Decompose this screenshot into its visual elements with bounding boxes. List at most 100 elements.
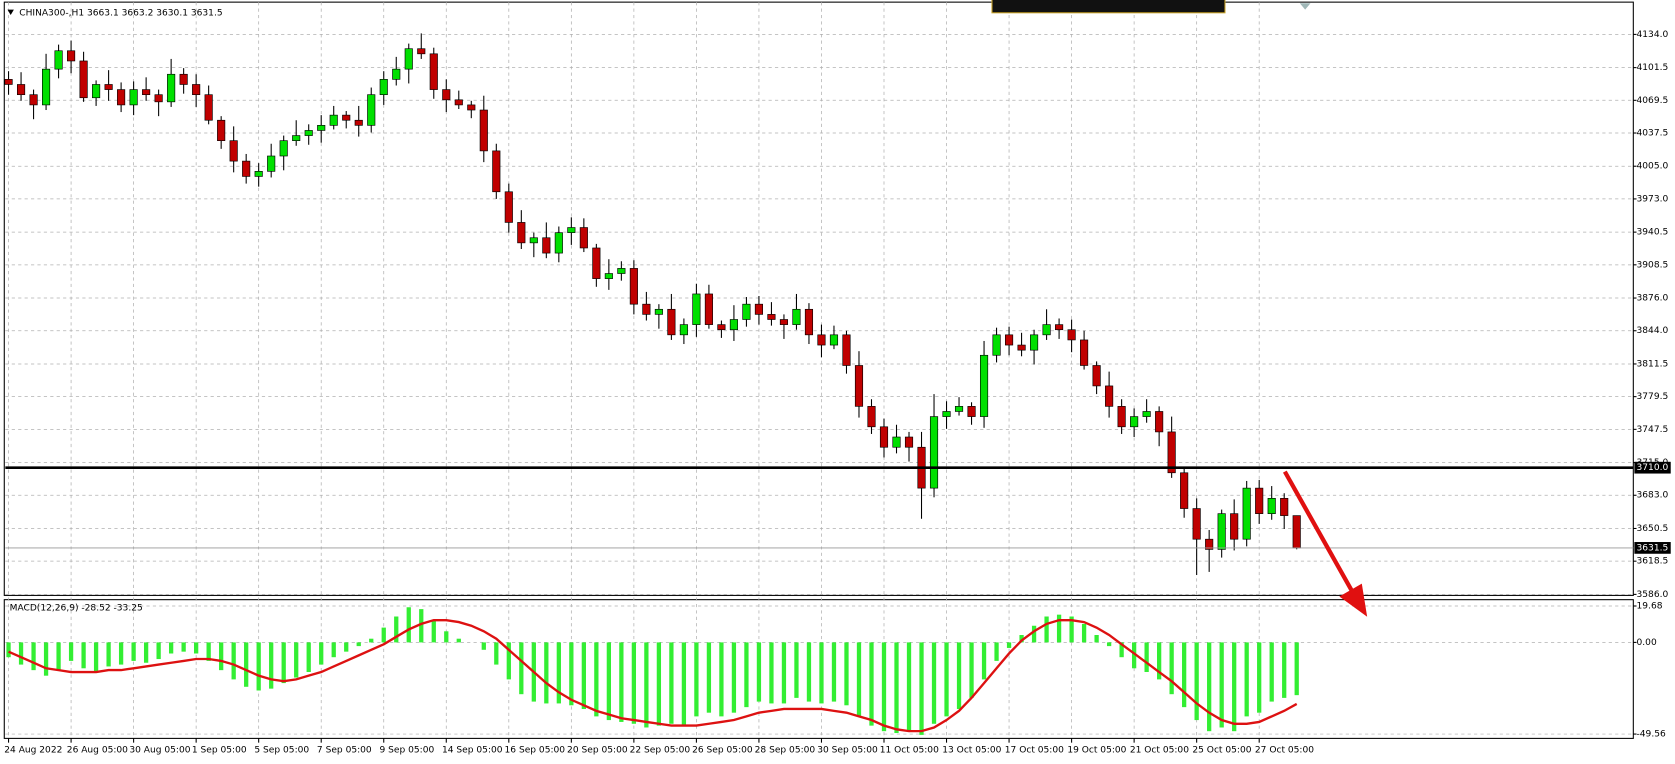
y-tick-label: 4101.5 xyxy=(1637,63,1669,73)
macd-bar xyxy=(1006,642,1012,648)
macd-bar xyxy=(206,642,211,661)
y-tick-label: 3586.0 xyxy=(1637,590,1669,600)
candle-body xyxy=(1130,416,1139,428)
macd-bar xyxy=(168,642,174,654)
y-tick-label: 4134.0 xyxy=(1637,30,1669,40)
macd-bar xyxy=(269,642,274,689)
candle-body xyxy=(792,308,801,325)
price-label: 3631.5 xyxy=(1637,543,1669,553)
macd-bar xyxy=(1119,642,1124,658)
candle-body xyxy=(279,140,288,157)
candle-body xyxy=(1030,334,1039,351)
level-label-box xyxy=(1634,461,1671,474)
candle-body xyxy=(229,140,238,162)
price-label-box xyxy=(1634,542,1671,554)
macd-bar xyxy=(906,642,912,732)
candle-body xyxy=(1042,324,1051,336)
macd-bar xyxy=(1294,642,1299,696)
level-label: 3710.0 xyxy=(1637,463,1669,473)
macd-bar xyxy=(456,638,461,643)
x-tick-label: 27 Oct 05:00 xyxy=(1255,746,1314,756)
candle-body xyxy=(804,308,814,336)
macd-bar xyxy=(756,642,762,702)
candle-body xyxy=(104,84,113,90)
candle-body xyxy=(392,68,401,80)
y-tick-label: 3908.5 xyxy=(1637,260,1669,270)
candle-body xyxy=(29,94,38,106)
candle-body xyxy=(217,119,226,141)
candle-body xyxy=(267,155,276,172)
macd-bar xyxy=(1257,642,1262,713)
candle-body xyxy=(129,89,138,106)
arrow-head xyxy=(1339,583,1368,617)
macd-bar xyxy=(194,642,199,654)
candle-body xyxy=(429,53,438,90)
macd-bar xyxy=(519,642,524,695)
macd-title: MACD(12,26,9) -28.52 -33.25 xyxy=(10,604,143,614)
candle-body xyxy=(1092,365,1101,387)
y-tick-label: 3683.0 xyxy=(1637,491,1669,501)
candle-body xyxy=(379,79,388,96)
candle-body xyxy=(742,303,751,320)
candle-body xyxy=(354,119,363,126)
candle-body xyxy=(54,50,63,70)
macd-bar xyxy=(1081,623,1087,643)
macd-bar xyxy=(556,642,561,704)
x-tick-label: 20 Sep 05:00 xyxy=(567,746,628,756)
macd-bar xyxy=(131,642,136,661)
macd-bar xyxy=(6,642,11,658)
shift-marker xyxy=(1299,3,1311,10)
x-tick-label: 17 Oct 05:00 xyxy=(1005,746,1064,756)
y-tick-label: 3618.5 xyxy=(1637,557,1669,567)
macd-bar xyxy=(806,642,812,702)
macd-bar xyxy=(969,642,974,698)
candle-body xyxy=(1142,411,1151,417)
candle-body xyxy=(517,222,526,244)
macd-bar xyxy=(394,616,399,643)
candle-body xyxy=(529,237,538,244)
candle-body xyxy=(954,406,964,412)
macd-bar xyxy=(356,642,361,647)
candle-body xyxy=(179,73,188,85)
macd-bar xyxy=(981,642,987,680)
y-tick-label: 0.00 xyxy=(1637,638,1657,648)
y-tick-label: 3973.0 xyxy=(1637,194,1669,204)
candle-body xyxy=(67,50,76,62)
macd-bar xyxy=(106,642,111,667)
candle-body xyxy=(967,406,976,417)
candle-body xyxy=(692,293,701,325)
macd-bar xyxy=(819,642,824,704)
macd-bar xyxy=(994,642,999,661)
candle-body xyxy=(842,334,851,366)
candle-body xyxy=(629,268,638,305)
candle-body xyxy=(479,109,488,152)
macd-bar xyxy=(256,642,261,691)
candle-body xyxy=(592,247,601,279)
macd-bar xyxy=(794,642,799,698)
macd-bar xyxy=(619,642,624,722)
candle-body xyxy=(817,334,826,346)
macd-bar xyxy=(1169,642,1174,695)
macd-bar xyxy=(1269,642,1274,702)
x-tick-label: 7 Sep 05:00 xyxy=(317,746,372,756)
candle-body xyxy=(142,89,151,96)
candle-body xyxy=(867,406,876,428)
macd-bar xyxy=(1106,642,1112,647)
macd-bar xyxy=(894,642,899,734)
signal-line xyxy=(8,618,1298,733)
candle-body xyxy=(754,303,763,315)
candle-body xyxy=(854,365,864,407)
candle-body xyxy=(317,125,326,131)
arrow-shaft xyxy=(1282,470,1356,595)
candle-body xyxy=(892,436,901,448)
chart-title: CHINA300-,H1 3663.1 3663.2 3630.1 3631.5 xyxy=(19,8,222,18)
candle-body xyxy=(304,130,313,136)
candle-body xyxy=(504,191,513,223)
collapse-icon[interactable] xyxy=(7,9,14,15)
macd-bar xyxy=(156,642,161,660)
macd-bar xyxy=(56,642,61,671)
macd-panel-frame xyxy=(3,599,1634,739)
macd-bar xyxy=(1094,635,1099,643)
macd-bar xyxy=(1219,642,1224,728)
